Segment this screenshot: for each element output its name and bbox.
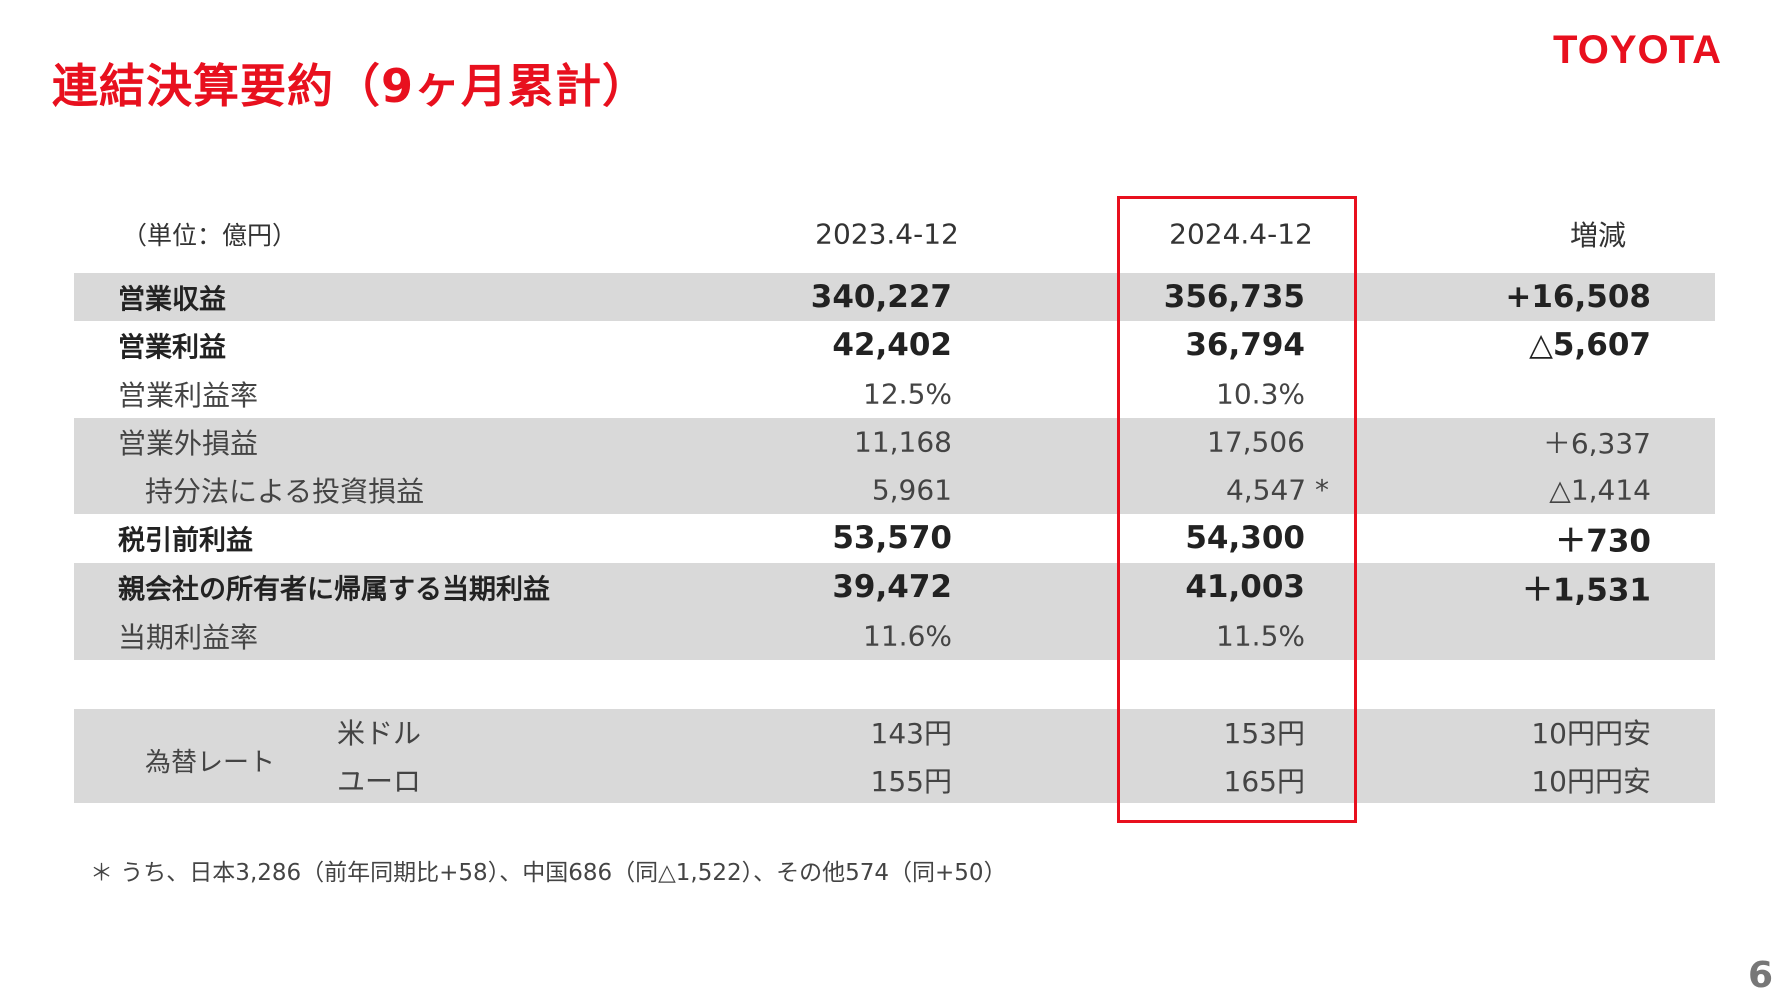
- value-2024: 54,300: [1185, 520, 1305, 556]
- page-title: 連結決算要約（9ヶ月累計）: [52, 59, 650, 113]
- value-2023: 42,402: [832, 327, 952, 363]
- value-2024: 153円: [1223, 717, 1305, 750]
- value-2024: 41,003: [1185, 569, 1305, 605]
- row-band: [74, 418, 1715, 514]
- row-label: 持分法による投資損益: [145, 475, 425, 508]
- row-band: [74, 273, 1715, 321]
- value-2023: 143円: [870, 717, 952, 750]
- value-change: △5,607: [1529, 327, 1651, 363]
- footnote: ＊ うち、日本3,286（前年同期比+58）、中国686（同△1,522）、その…: [90, 860, 1007, 886]
- currency-label: 米ドル: [337, 717, 422, 750]
- fx-band: [74, 709, 1715, 803]
- row-label: 親会社の所有者に帰属する当期利益: [118, 574, 550, 606]
- value-2023: 340,227: [810, 279, 952, 315]
- value-change: 10円円安: [1531, 765, 1651, 798]
- table-row: 営業収益 340,227 356,735 +16,508: [0, 273, 1781, 321]
- table-row: 当期利益率 11.6% 11.5%: [0, 612, 1781, 660]
- unit-label: （単位：億円）: [122, 221, 298, 250]
- value-change: +16,508: [1505, 279, 1651, 315]
- row-label: 営業収益: [118, 284, 226, 316]
- table-header: （単位：億円） 2023.4-12 2024.4-12 増減: [0, 210, 1781, 258]
- col-header-2023: 2023.4-12: [815, 217, 959, 251]
- row-label: 当期利益率: [118, 621, 259, 654]
- value-2024: 36,794: [1185, 327, 1305, 363]
- value-change: ＋730: [1555, 523, 1651, 560]
- value-2024: 11.5%: [1216, 619, 1305, 653]
- row-label: 営業利益率: [118, 379, 259, 412]
- row-label: 営業外損益: [118, 427, 259, 460]
- fx-row: ユーロ 155円 165円 10円円安: [0, 756, 1781, 804]
- table-row: 税引前利益 53,570 54,300 ＋730: [0, 514, 1781, 562]
- value-2023: 39,472: [832, 569, 952, 605]
- row-label: 税引前利益: [118, 525, 253, 557]
- row-label: 営業利益: [118, 332, 226, 364]
- page-number: 6: [1748, 955, 1774, 996]
- value-2023: 5,961: [871, 473, 952, 507]
- value-2023: 155円: [870, 765, 952, 798]
- value-2023: 11.6%: [863, 619, 952, 653]
- table-row: 持分法による投資損益 5,961 4,547 * △1,414: [0, 466, 1781, 514]
- col-header-2024: 2024.4-12: [1169, 217, 1313, 251]
- value-2024: 165円: [1223, 765, 1305, 798]
- value-change: ＋1,531: [1521, 572, 1651, 609]
- value-2024: 10.3%: [1216, 377, 1305, 411]
- value-2023: 11,168: [854, 425, 952, 459]
- value-change: 10円円安: [1531, 717, 1651, 750]
- table-row: 営業利益 42,402 36,794 △5,607: [0, 321, 1781, 369]
- row-band: [74, 563, 1715, 660]
- currency-label: ユーロ: [337, 765, 422, 798]
- value-2024: 17,506: [1207, 425, 1305, 459]
- value-2023: 53,570: [832, 520, 952, 556]
- fx-row: 米ドル 143円 153円 10円円安: [0, 708, 1781, 756]
- col-header-change: 増減: [1569, 219, 1627, 252]
- value-2024: 4,547 *: [1225, 473, 1329, 507]
- toyota-logo: TOYOTA: [1553, 28, 1722, 72]
- value-change: ＋6,337: [1542, 427, 1651, 460]
- table-row: 営業利益率 12.5% 10.3%: [0, 370, 1781, 418]
- highlight-box: [1117, 196, 1357, 823]
- value-2023: 12.5%: [863, 377, 952, 411]
- table-row: 親会社の所有者に帰属する当期利益 39,472 41,003 ＋1,531: [0, 563, 1781, 611]
- fx-rate-label: 為替レート: [145, 748, 276, 778]
- value-change: △1,414: [1549, 473, 1651, 507]
- table-row: 営業外損益 11,168 17,506 ＋6,337: [0, 418, 1781, 466]
- value-2024: 356,735: [1163, 279, 1305, 315]
